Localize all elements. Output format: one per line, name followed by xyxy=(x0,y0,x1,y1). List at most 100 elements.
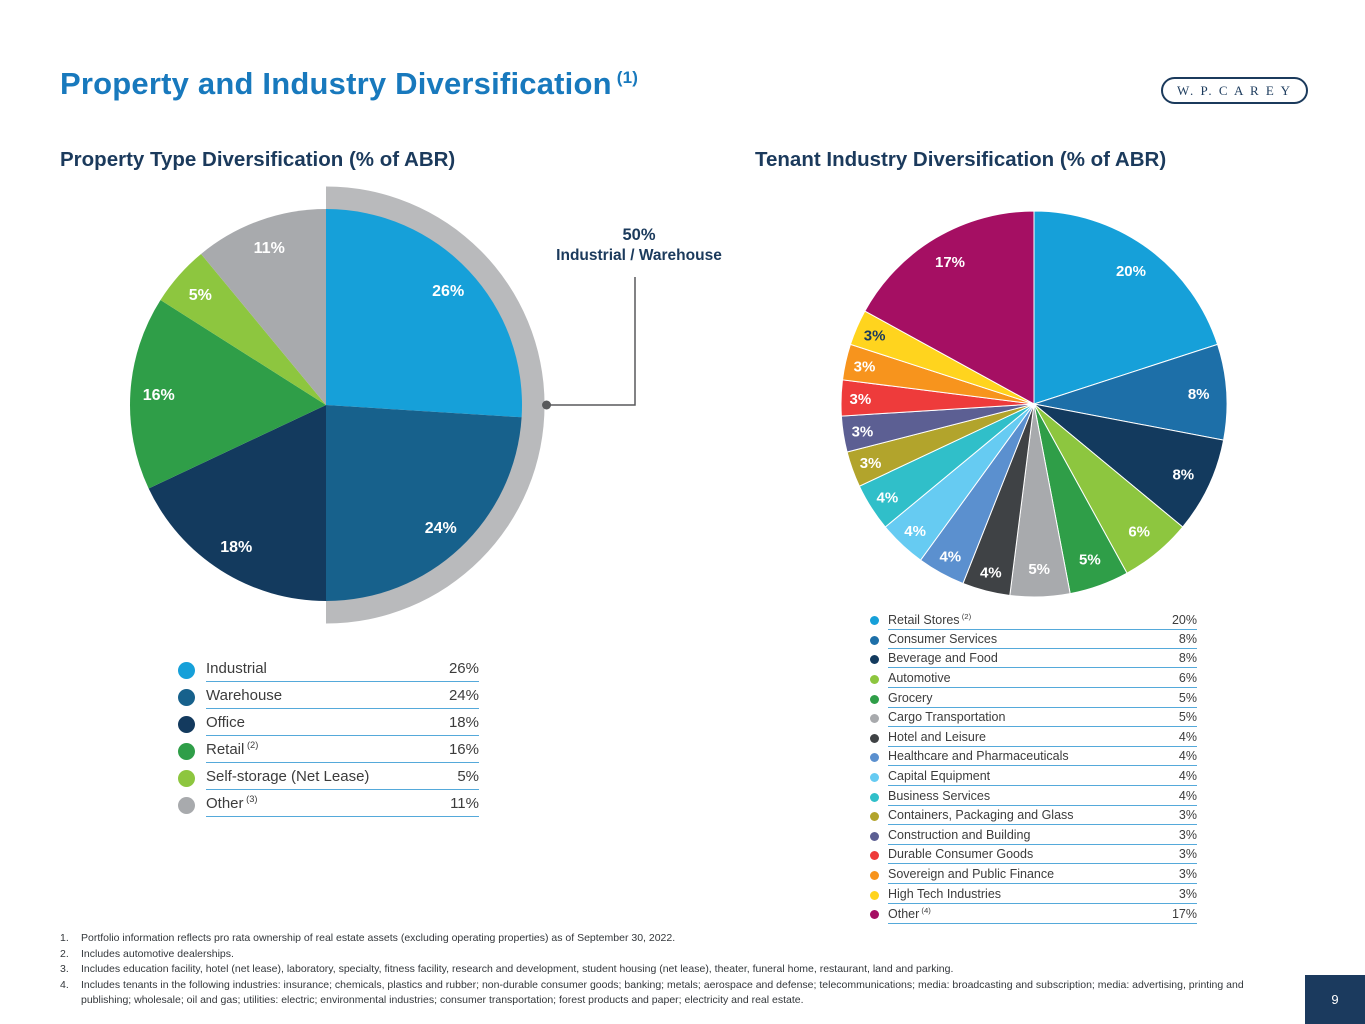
legend-label: Business Services xyxy=(888,788,991,803)
wp-carey-logo: W. P. C A R E Y xyxy=(1161,77,1308,104)
legend-row: Business Services 4% xyxy=(870,787,1197,807)
right-chart-heading: Tenant Industry Diversification (% of AB… xyxy=(755,148,1167,171)
legend-value: 4% xyxy=(1178,769,1197,784)
pie-slice-value-label: 3% xyxy=(854,358,876,375)
legend-color-dot xyxy=(870,635,879,645)
footnote-number: 4. xyxy=(60,978,69,991)
legend-value: 3% xyxy=(1178,847,1197,862)
pie-slice-value-label: 5% xyxy=(189,287,212,304)
legend-entry: Other (3) 11% xyxy=(206,794,479,817)
legend-row: Industrial 26% xyxy=(178,657,479,684)
legend-label: Retail Stores (2) xyxy=(888,611,972,627)
legend-entry: Retail (2) 16% xyxy=(206,740,479,763)
footnote: 1. Portfolio information reflects pro rat… xyxy=(60,931,1274,947)
pie-slice-value-label: 4% xyxy=(939,548,961,565)
legend-label: High Tech Industries xyxy=(888,886,1002,901)
pie-slice-value-label: 8% xyxy=(1172,467,1194,484)
legend-entry: Beverage and Food 8% xyxy=(888,651,1197,669)
pie-slice-value-label: 3% xyxy=(852,423,874,440)
legend-color-dot xyxy=(870,871,879,881)
pie-slice-value-label: 17% xyxy=(935,254,965,271)
legend-color-dot xyxy=(178,716,195,733)
legend-row: Containers, Packaging and Glass 3% xyxy=(870,807,1197,827)
legend-row: Healthcare and Pharmaceuticals 4% xyxy=(870,748,1197,768)
legend-value: 4% xyxy=(1178,749,1197,764)
legend-label: Warehouse xyxy=(206,686,283,704)
legend-entry: Office 18% xyxy=(206,714,479,736)
legend-value: 8% xyxy=(1178,651,1197,666)
legend-footnote-ref: (3) xyxy=(243,794,258,804)
pie-slice-value-label: 20% xyxy=(1116,263,1146,280)
legend-entry: Consumer Services 8% xyxy=(888,632,1197,649)
legend-label: Self-storage (Net Lease) xyxy=(206,767,370,785)
legend-entry: Capital Equipment 4% xyxy=(888,769,1197,787)
pie-slice-value-label: 3% xyxy=(860,455,882,472)
legend-row: Other (4) 17% xyxy=(870,905,1197,925)
title-footnote-ref: (1) xyxy=(616,67,639,87)
legend-color-dot xyxy=(178,689,195,706)
legend-row: Retail (2) 16% xyxy=(178,738,479,765)
legend-label: Retail (2) xyxy=(206,740,259,758)
legend-label: Hotel and Leisure xyxy=(888,729,986,744)
property-type-pie-chart: 26% 24% 18% 16% 5% 11% xyxy=(130,186,636,624)
pie-slice-value-label: 3% xyxy=(850,391,872,408)
legend-value: 3% xyxy=(1178,867,1197,882)
footnote: 3. Includes education facility, hotel (ne… xyxy=(60,962,1274,978)
legend-row: Hotel and Leisure 4% xyxy=(870,729,1197,749)
legend-row: Office 18% xyxy=(178,711,479,738)
legend-value: 4% xyxy=(1178,729,1197,744)
legend-entry: Healthcare and Pharmaceuticals 4% xyxy=(888,749,1197,767)
legend-entry: Retail Stores (2) 20% xyxy=(888,612,1197,630)
legend-label: Capital Equipment xyxy=(888,769,991,784)
legend-label: Office xyxy=(206,713,245,731)
legend-color-dot xyxy=(178,662,195,679)
legend-value: 5% xyxy=(1178,710,1197,725)
legend-entry: Grocery 5% xyxy=(888,691,1197,708)
pie-slice-office xyxy=(148,405,326,601)
legend-entry: Durable Consumer Goods 3% xyxy=(888,847,1197,865)
legend-color-dot xyxy=(870,851,879,861)
pie-slice-value-label: 18% xyxy=(220,539,252,556)
legend-label: Industrial xyxy=(206,659,267,677)
legend-row: Other (3) 11% xyxy=(178,792,479,819)
footnote: 4. Includes tenants in the following indu… xyxy=(60,978,1274,1009)
callout-label: Industrial / Warehouse xyxy=(556,247,722,264)
legend-row: Grocery 5% xyxy=(870,689,1197,709)
legend-entry: High Tech Industries 3% xyxy=(888,887,1197,904)
legend-color-dot xyxy=(870,753,879,763)
legend-value: 3% xyxy=(1178,827,1197,842)
legend-color-dot xyxy=(870,890,879,900)
footnote-text: Portfolio information reflects pro rata … xyxy=(81,932,676,944)
pie-slice-value-label: 5% xyxy=(1079,552,1101,569)
legend-value: 26% xyxy=(448,659,479,677)
footnote-text: Includes automotive dealerships. xyxy=(81,947,234,960)
legend-entry: Construction and Building 3% xyxy=(888,828,1197,845)
pie-slice-value-label: 5% xyxy=(1028,561,1050,578)
legend-row: Sovereign and Public Finance 3% xyxy=(870,866,1197,886)
pie-slice-retail xyxy=(130,299,326,489)
legend-value: 8% xyxy=(1178,631,1197,646)
legend-color-dot xyxy=(870,694,879,704)
legend-row: Warehouse 24% xyxy=(178,684,479,711)
industrial-warehouse-callout: 50% Industrial / Warehouse xyxy=(545,226,733,265)
pie-slice-consumer-services xyxy=(1033,343,1228,441)
pie-slice-value-label: 4% xyxy=(904,523,926,540)
legend-entry: Other (4) 17% xyxy=(888,906,1197,924)
callout-dot xyxy=(542,400,552,410)
property-type-legend: Industrial 26% Warehouse 24% Office 18% Retail… xyxy=(178,657,479,819)
legend-row: Construction and Building 3% xyxy=(870,827,1197,847)
legend-value: 24% xyxy=(448,686,479,704)
left-chart-heading: Property Type Diversification (% of ABR) xyxy=(60,148,456,171)
legend-row: Capital Equipment 4% xyxy=(870,768,1197,788)
legend-row: Beverage and Food 8% xyxy=(870,650,1197,670)
legend-label: Beverage and Food xyxy=(888,651,998,666)
legend-row: Durable Consumer Goods 3% xyxy=(870,846,1197,866)
pie-slice-value-label: 16% xyxy=(143,387,175,404)
legend-color-dot xyxy=(178,770,195,787)
legend-entry: Containers, Packaging and Glass 3% xyxy=(888,808,1197,826)
legend-color-dot xyxy=(870,616,879,626)
legend-row: Automotive 6% xyxy=(870,670,1197,690)
legend-label: Cargo Transportation xyxy=(888,710,1006,725)
legend-entry: Automotive 6% xyxy=(888,671,1197,689)
callout-percent: 50% xyxy=(622,226,656,244)
